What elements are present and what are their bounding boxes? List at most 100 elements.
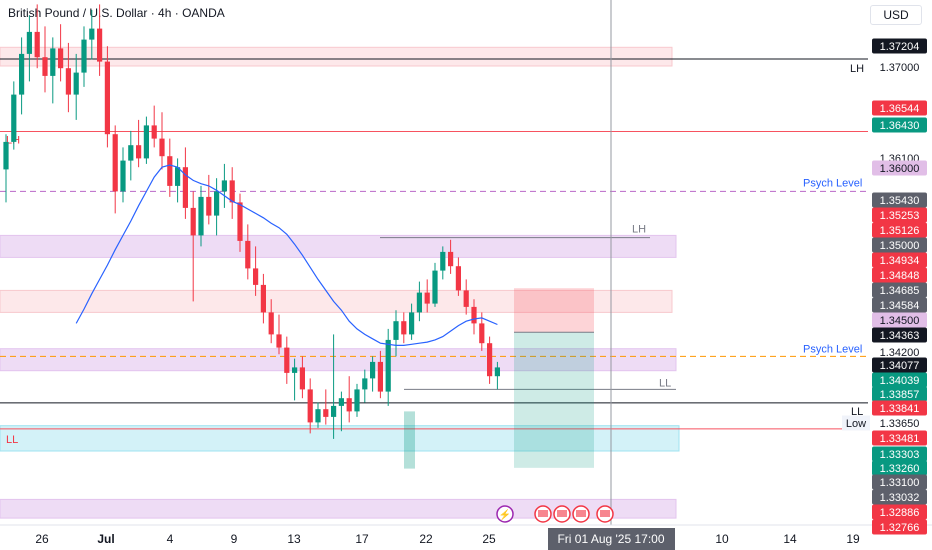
candle-body[interactable] [253,268,259,285]
candle-body[interactable] [34,31,40,58]
candle-body[interactable] [323,409,329,417]
candle-body[interactable] [284,347,290,373]
candle-body[interactable] [370,361,376,379]
price-label-bg [872,117,927,133]
lightning-icon: ⚡ [499,508,511,521]
price-label: 1.36544 [880,103,920,115]
level-label: LL [6,434,18,446]
candle-body[interactable] [377,361,383,392]
candle-body[interactable] [136,145,142,159]
candle-body[interactable] [167,156,173,186]
candle-body[interactable] [97,28,103,62]
candle-body[interactable] [393,321,399,340]
price-label-bg [872,312,927,328]
candle-body[interactable] [143,125,149,159]
candle-body[interactable] [26,31,32,54]
price-label: 1.34039 [880,375,920,387]
candle-body[interactable] [487,343,493,377]
zone-supply [0,46,673,67]
price-label-bg [872,297,927,313]
price-label-bg [872,372,927,388]
candle-body[interactable] [299,367,305,390]
price-label-bg [872,38,927,54]
candle-body[interactable] [206,196,212,216]
candle-body[interactable] [229,180,235,203]
level-label: Psych Level [803,177,862,189]
candle-body[interactable] [307,389,313,423]
price-label-bg [872,267,927,283]
lightning-icon[interactable] [496,505,514,523]
candle-body[interactable] [448,251,454,267]
price-label: 1.34500 [880,315,920,327]
candle-body[interactable] [455,266,461,291]
candle-body[interactable] [346,398,352,412]
candle-body[interactable] [260,284,266,313]
candle-body[interactable] [81,39,87,73]
candle-body[interactable] [104,61,110,135]
candle-body[interactable] [440,251,446,271]
price-label: 1.33857 [880,389,920,401]
price-label: 1.33650 [880,418,920,430]
candle-body[interactable] [198,196,204,236]
candle-body[interactable] [58,48,64,69]
candle-body[interactable] [479,323,485,344]
candle-body[interactable] [19,53,25,95]
candle-body[interactable] [221,180,227,192]
candle-body[interactable] [182,167,188,208]
candle-body[interactable] [315,409,321,423]
candle-body[interactable] [471,306,477,324]
candle-body[interactable] [3,141,9,170]
candle-body[interactable] [424,292,430,304]
candle-body[interactable] [401,321,407,335]
moving-average-line [75,164,498,346]
candle-body[interactable] [432,270,438,304]
candle-body[interactable] [268,312,274,335]
level-label: LH [850,63,864,75]
price-label: 1.35430 [880,195,920,207]
candle-body[interactable] [354,389,360,412]
candle-body[interactable] [245,240,251,269]
price-label-bg [872,160,927,176]
candle-body[interactable] [73,72,79,95]
candle-body[interactable] [120,160,126,192]
candle-body[interactable] [362,378,368,390]
us-flag-icon [600,510,610,517]
candle-body[interactable] [409,312,415,335]
candle-body[interactable] [237,202,243,241]
candle-body[interactable] [159,138,165,157]
candle-body[interactable] [190,207,196,236]
price-label: 1.33260 [880,463,920,475]
position-target-area [514,332,594,468]
candle-body[interactable] [89,28,95,40]
candle-body[interactable] [292,367,298,373]
price-label-bg [872,207,927,223]
candle-body[interactable] [338,398,344,406]
candle-body[interactable] [214,191,220,216]
price-label-bg [872,489,927,505]
candle-body[interactable] [331,405,337,417]
candle-body[interactable] [385,339,391,392]
candle-body[interactable] [65,68,71,95]
candle-body[interactable] [416,292,422,313]
candle-body[interactable] [50,48,56,76]
x-tick-label: 14 [783,532,797,546]
candle-body[interactable] [494,367,500,377]
candle-body[interactable] [42,57,48,76]
candle-body[interactable] [463,290,469,307]
price-label-bg [872,237,927,253]
us-flag-icon [557,510,567,517]
candle-body[interactable] [175,167,181,186]
price-label: 1.37000 [880,62,920,74]
candle-body[interactable] [128,145,134,161]
price-label-bg [872,357,927,373]
candle-body[interactable] [112,134,118,192]
candle-body[interactable] [151,125,157,139]
currency-selector[interactable]: USD [870,5,922,25]
price-label: 1.33481 [880,433,920,445]
candle-body[interactable] [11,94,17,142]
price-label-bg [872,430,927,446]
price-label: 1.33032 [880,492,920,504]
candle-body[interactable] [276,334,282,348]
x-tick-label: Jul [97,532,114,546]
